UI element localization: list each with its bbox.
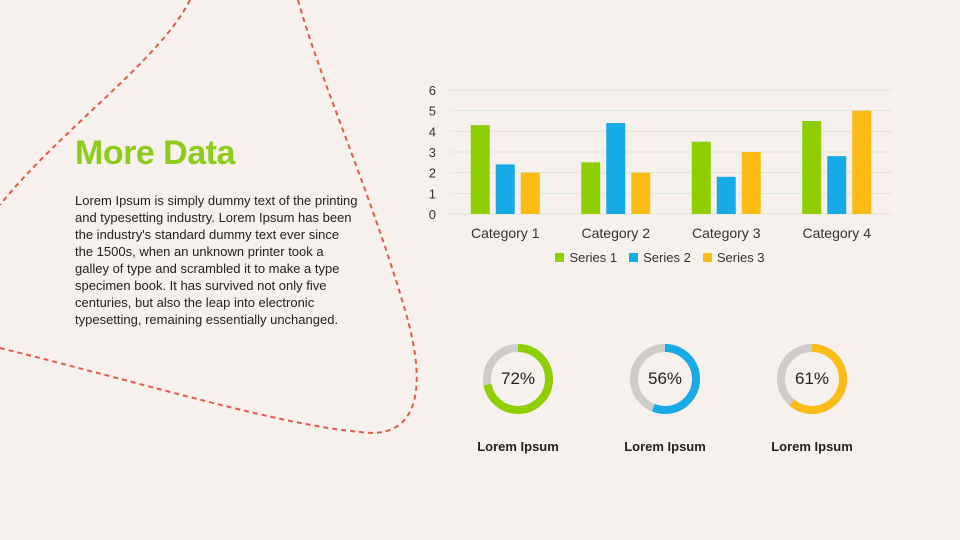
donut-percent-label: 61% [794, 369, 830, 388]
y-tick-label: 2 [429, 166, 436, 181]
legend-label: Series 3 [716, 250, 765, 265]
donut-arc [483, 344, 553, 414]
y-tick-label: 3 [429, 145, 436, 160]
legend-swatch [629, 253, 639, 262]
bar-3-1 [520, 172, 540, 214]
y-tick-label: 6 [429, 83, 436, 98]
x-tick-label: Category 3 [692, 225, 761, 241]
bar-3-2 [631, 172, 651, 214]
bar-1-2 [581, 162, 601, 214]
donut-percent-label: 56% [647, 369, 683, 388]
bar-2-1 [495, 164, 515, 214]
donut-caption: Lorem Ipsum [477, 439, 559, 454]
y-tick-label: 1 [429, 186, 436, 201]
legend-item-series-1: Series 1 [555, 250, 617, 265]
x-tick-label: Category 2 [582, 225, 651, 241]
bar-3-3 [741, 152, 761, 214]
legend-item-series-3: Series 3 [702, 250, 765, 265]
slide-title: More Data [75, 134, 235, 172]
donut-chart-1: 72% [473, 334, 563, 424]
legend-swatch [702, 253, 712, 262]
x-tick-label: Category 1 [471, 225, 540, 241]
y-tick-label: 4 [429, 124, 436, 139]
legend-swatch [555, 253, 565, 262]
chart-legend: Series 1 Series 2 Series 3 [420, 250, 900, 265]
legend-label: Series 2 [643, 250, 691, 265]
y-tick-label: 0 [429, 207, 436, 222]
bar-3-4 [852, 110, 872, 214]
body-paragraph: Lorem Ipsum is simply dummy text of the … [75, 193, 358, 327]
bar-1-3 [691, 141, 711, 214]
bar-2-4 [827, 156, 847, 214]
donut-caption: Lorem Ipsum [624, 439, 706, 454]
donut-arc [777, 344, 847, 414]
donut-arc [630, 344, 700, 414]
bar-1-1 [470, 125, 490, 214]
donut-percent-label: 72% [500, 369, 536, 388]
bar-chart: 0 1 2 3 4 5 6 Category 1 Category 2 Category 3 Cat… [429, 83, 892, 241]
bar-2-3 [716, 176, 736, 214]
legend-label: Series 1 [569, 250, 618, 265]
bar-2-2 [606, 123, 626, 214]
bar-1-4 [802, 121, 822, 214]
donut-caption: Lorem Ipsum [771, 439, 853, 454]
legend-item-series-2: Series 2 [629, 250, 691, 265]
donut-chart-2: 56% [620, 334, 710, 424]
y-tick-label: 5 [429, 104, 436, 119]
donut-chart-3: 61% [767, 334, 857, 424]
x-tick-label: Category 4 [803, 225, 872, 241]
